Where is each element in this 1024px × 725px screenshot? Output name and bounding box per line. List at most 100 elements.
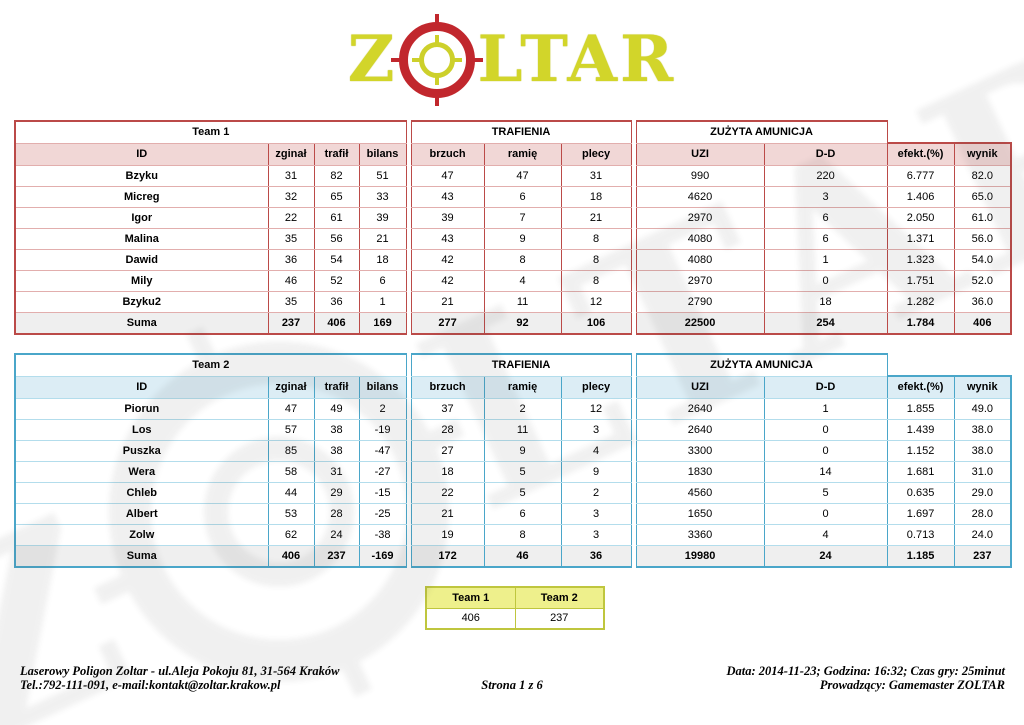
group-empty-cell: [887, 354, 1012, 376]
column-gap: [406, 249, 412, 270]
player-row: Dawid 36 54 18 42 8 8 4080 1 1.323 54.0: [14, 248, 1013, 271]
player-row: Malina 35 56 21 43 9 8 4080 6 1.371 56.0: [14, 227, 1013, 250]
player-row: Wera 58 31 -27 18 5 9 1830 14 1.681 31.0: [14, 460, 1013, 483]
cell-zginal: 35: [267, 227, 315, 250]
column-header-uzi: UZI: [635, 375, 765, 399]
suma-row: Suma 406 237 -169 172 46 36 19980 24 1.185 237: [14, 544, 1013, 568]
cell-wynik: 31.0: [953, 460, 1013, 483]
column-gap: [406, 207, 412, 228]
footer-session-block: Data: 2014-11-23; Godzina: 16:32; Czas g…: [727, 664, 1005, 692]
column-header-row: ID zginał trafił bilans brzuch ramię plecy UZI D…: [14, 142, 1013, 166]
cell-uzi: 2790: [635, 290, 765, 313]
cell-plecy: 8: [560, 248, 632, 271]
cell-id: Bzyku2: [14, 290, 269, 313]
column-header-bilans: bilans: [358, 375, 407, 399]
cell-bilans: -25: [358, 502, 407, 525]
cell-zginal: 57: [267, 418, 315, 441]
column-gap: [406, 186, 412, 207]
column-gap: [631, 354, 637, 376]
cell-ramie: 11: [483, 290, 562, 313]
cell-d-d: 0: [763, 269, 888, 292]
column-gap: [406, 143, 412, 165]
cell-brzuch: 28: [410, 418, 485, 441]
cell-d-d: 4: [763, 523, 888, 546]
cell-bilans: -27: [358, 460, 407, 483]
group-team-label: Team 1: [13, 120, 407, 144]
target-inner-ring: [419, 42, 456, 78]
column-gap: [406, 121, 412, 143]
cell-trafil: 38: [313, 439, 360, 462]
cell-uzi: 1830: [635, 460, 765, 483]
cell-plecy: 21: [560, 206, 632, 229]
player-row: Zolw 62 24 -38 19 8 3 3360 4 0.713 24.0: [14, 523, 1013, 546]
cell-trafil: 24: [313, 523, 360, 546]
column-header-bilans: bilans: [358, 142, 407, 166]
cell-wynik: 29.0: [953, 481, 1013, 504]
cell-efekt: 1.371: [886, 227, 955, 250]
cell-d-d: 18: [763, 290, 888, 313]
column-gap: [631, 165, 637, 186]
cell-zginal: 58: [267, 460, 315, 483]
suma-efekt: 1.784: [886, 311, 955, 335]
cell-trafil: 36: [313, 290, 360, 313]
cell-d-d: 3: [763, 185, 888, 208]
cell-bilans: -15: [358, 481, 407, 504]
cell-bilans: 21: [358, 227, 407, 250]
cell-plecy: 12: [560, 397, 632, 420]
group-header-row: Team 2 TRAFIENIA ZUŻYTA AMUNICJA: [13, 353, 1012, 377]
cell-uzi: 3300: [635, 439, 765, 462]
player-row: Piorun 47 49 2 37 2 12 2640 1 1.855 49.0: [14, 397, 1013, 420]
cell-d-d: 0: [763, 418, 888, 441]
column-header-wynik: wynik: [953, 142, 1013, 166]
suma-uzi: 19980: [635, 544, 765, 568]
column-gap: [406, 503, 412, 524]
cell-plecy: 31: [560, 164, 632, 187]
column-header-efekt: efekt.(%): [886, 142, 955, 166]
cell-ramie: 7: [483, 206, 562, 229]
cell-id: Igor: [14, 206, 269, 229]
footer-address: Laserowy Poligon Zoltar - ul.Aleja Pokoj…: [20, 664, 340, 678]
cell-zginal: 32: [267, 185, 315, 208]
cell-d-d: 0: [763, 502, 888, 525]
column-header-uzi: UZI: [635, 142, 765, 166]
suma-trafil: 237: [313, 544, 360, 568]
cell-id: Wera: [14, 460, 269, 483]
totals-value-team2: 237: [514, 607, 605, 630]
cell-plecy: 4: [560, 439, 632, 462]
cell-trafil: 31: [313, 460, 360, 483]
logo-letter-z: Z: [347, 22, 398, 97]
cell-wynik: 38.0: [953, 439, 1013, 462]
footer-date: Data: 2014-11-23; Godzina: 16:32; Czas g…: [726, 664, 1005, 678]
cell-brzuch: 21: [410, 290, 485, 313]
cell-trafil: 49: [313, 397, 360, 420]
cell-uzi: 2640: [635, 418, 765, 441]
cell-brzuch: 18: [410, 460, 485, 483]
cell-bilans: 33: [358, 185, 407, 208]
cell-bilans: -47: [358, 439, 407, 462]
cell-trafil: 61: [313, 206, 360, 229]
column-gap: [406, 291, 412, 312]
cell-uzi: 3360: [635, 523, 765, 546]
totals-header-row: Team 1 Team 2: [425, 586, 605, 609]
cell-ramie: 11: [483, 418, 562, 441]
cell-wynik: 38.0: [953, 418, 1013, 441]
cell-brzuch: 47: [410, 164, 485, 187]
logo-letters-ltar: LTAR: [477, 22, 677, 97]
cell-bilans: 39: [358, 206, 407, 229]
team2-score-table: Team 2 TRAFIENIA ZUŻYTA AMUNICJA ID zginał tr…: [13, 353, 1013, 568]
cell-trafil: 52: [313, 269, 360, 292]
suma-wynik: 237: [953, 544, 1013, 568]
cell-ramie: 8: [483, 248, 562, 271]
footer-contact: Tel.:792-111-091, e-mail:kontakt@zoltar.…: [20, 678, 281, 692]
column-gap: [631, 461, 637, 482]
column-header-d-d: D-D: [763, 375, 888, 399]
cell-brzuch: 22: [410, 481, 485, 504]
cell-bilans: 51: [358, 164, 407, 187]
cell-id: Piorun: [14, 397, 269, 420]
cell-wynik: 52.0: [953, 269, 1013, 292]
cell-trafil: 29: [313, 481, 360, 504]
column-gap: [406, 461, 412, 482]
column-gap: [631, 312, 637, 334]
cell-brzuch: 42: [410, 269, 485, 292]
cell-id: Puszka: [14, 439, 269, 462]
